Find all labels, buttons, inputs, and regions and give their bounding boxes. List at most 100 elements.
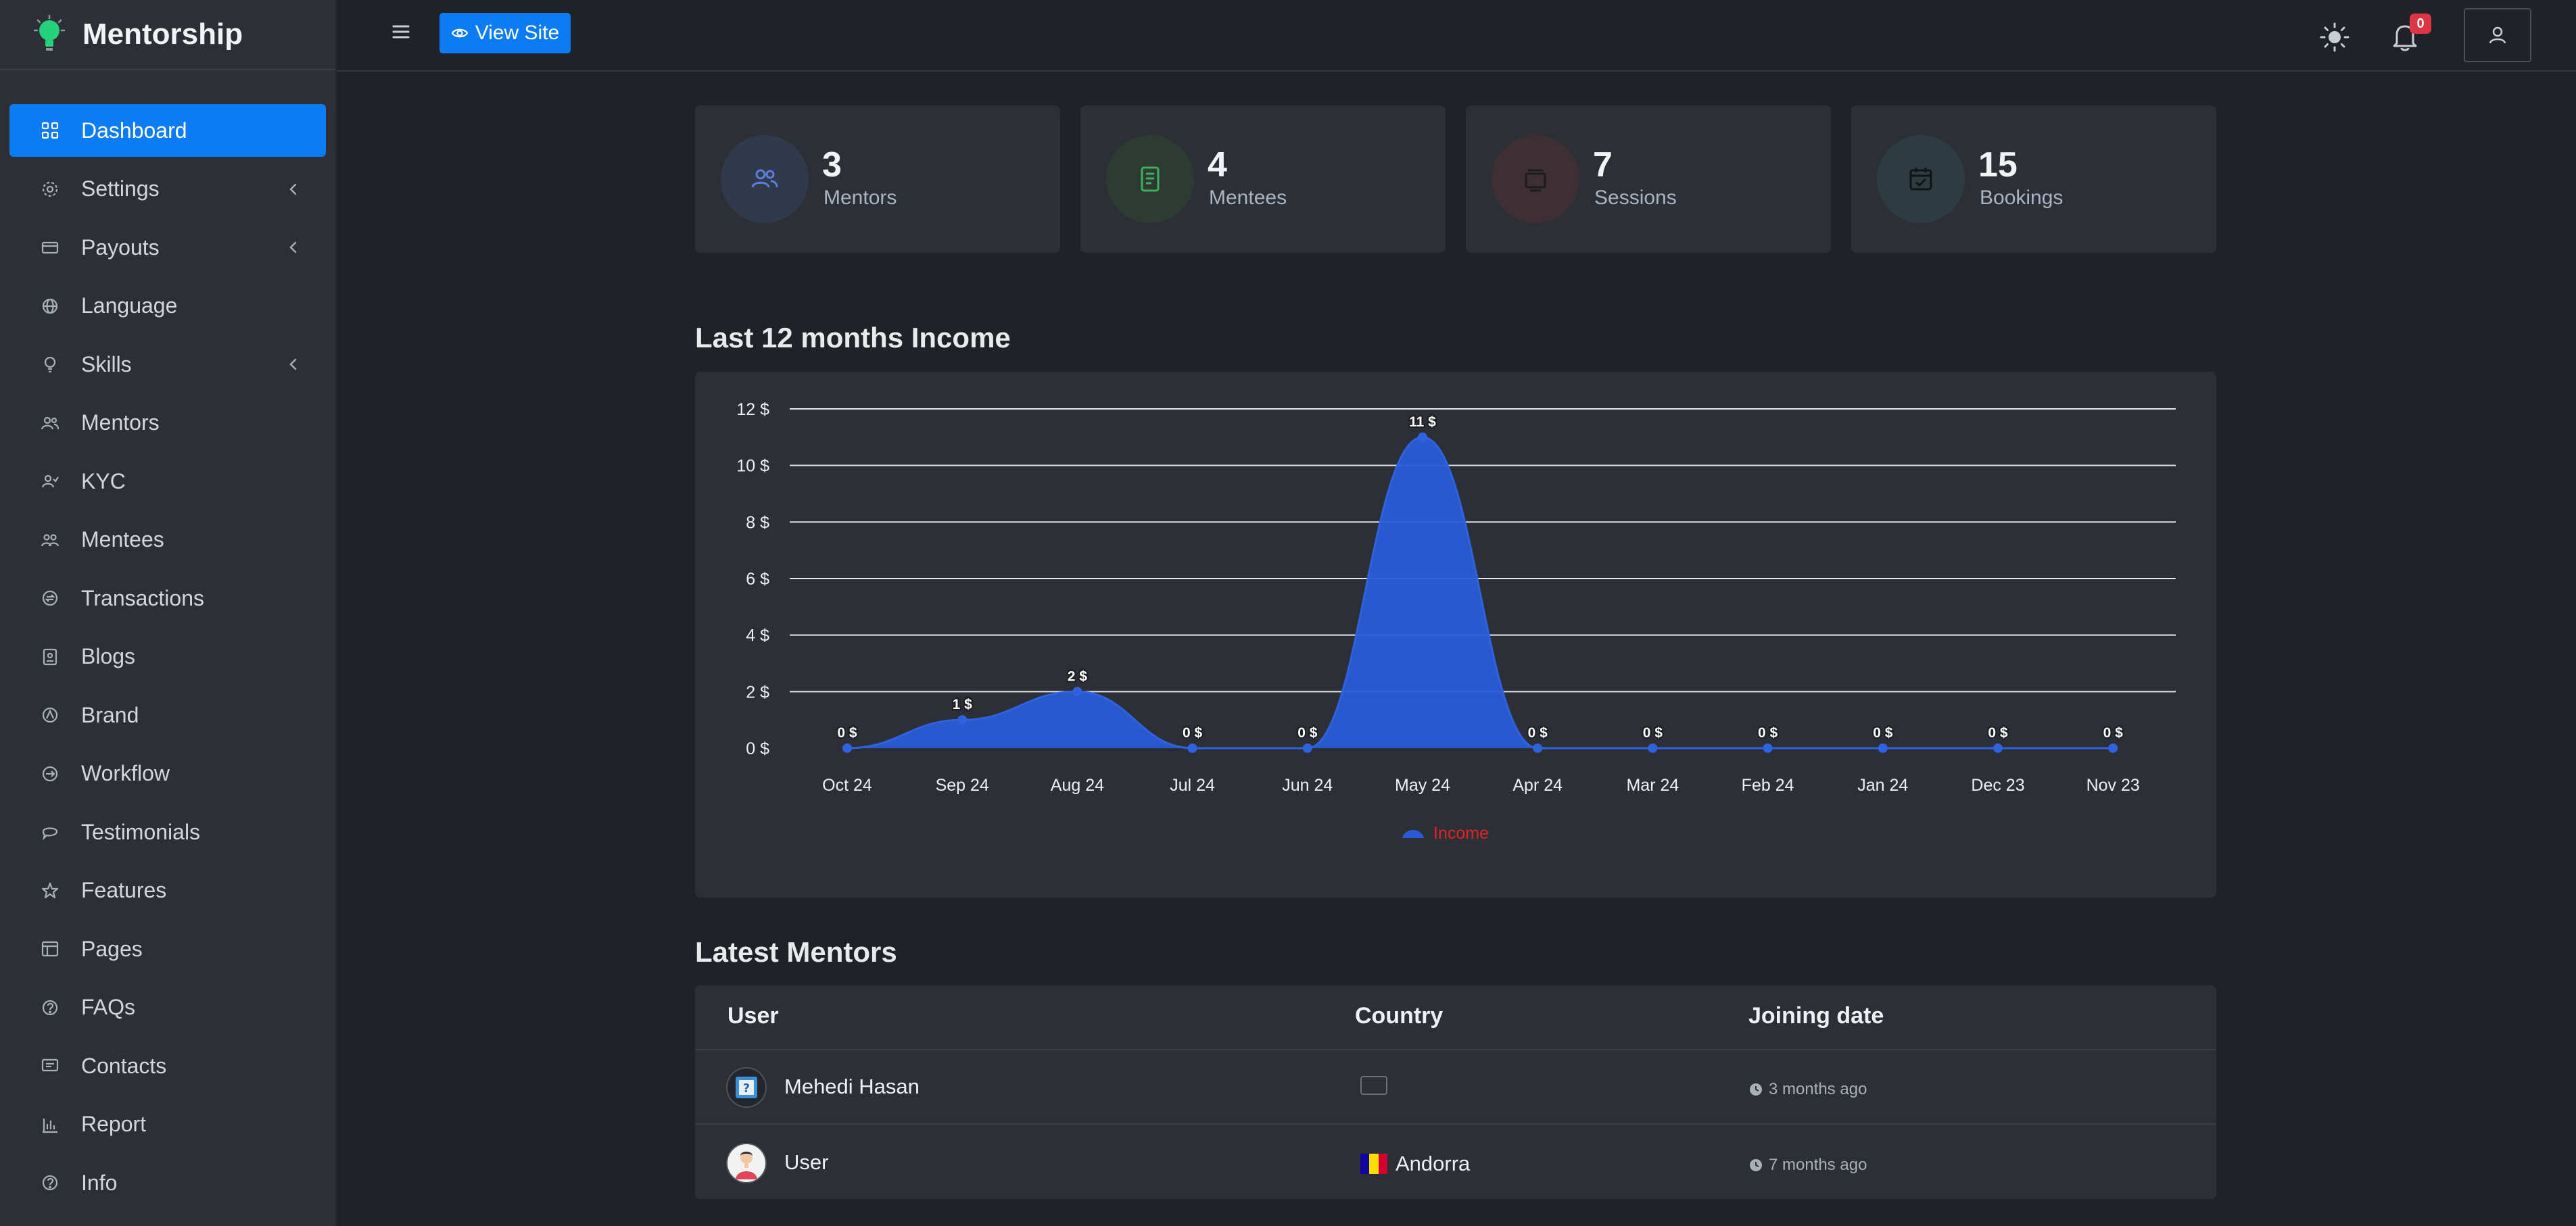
- country-name: Andorra: [1396, 1152, 1471, 1175]
- data-label: 0 $: [2103, 725, 2124, 741]
- stat-icon-circle: [1877, 135, 1965, 223]
- data-point: [1302, 743, 1312, 753]
- sidebar-item-contacts[interactable]: Contacts: [9, 1039, 326, 1092]
- stat-label: Bookings: [1980, 187, 2064, 209]
- sidebar-item-report[interactable]: Report: [9, 1098, 326, 1151]
- users-icon: [751, 169, 778, 188]
- sidebar-item-label: Info: [81, 1170, 118, 1195]
- data-point: [1878, 743, 1888, 753]
- sidebar-item-transactions[interactable]: Transactions: [9, 572, 326, 624]
- stat-card-mentors[interactable]: 3 Mentors: [695, 105, 1060, 253]
- avatar[interactable]: [726, 1143, 767, 1183]
- clock-icon: [1750, 1083, 1762, 1096]
- sidebar-item-skills[interactable]: Skills: [9, 338, 326, 391]
- sidebar-item-dashboard[interactable]: Dashboard: [9, 104, 326, 157]
- joining-date: 7 months ago: [1769, 1156, 1867, 1174]
- sidebar-item-settings[interactable]: Settings: [9, 163, 326, 216]
- data-point: [1187, 743, 1197, 753]
- country-cell: Andorra: [1360, 1152, 1470, 1176]
- stat-card-bookings[interactable]: 15 Bookings: [1851, 105, 2216, 253]
- data-point: [957, 715, 968, 725]
- joining-date: 3 months ago: [1769, 1080, 1867, 1098]
- menu-toggle-icon[interactable]: [389, 20, 412, 43]
- table-row[interactable]: ? Mehedi Hasan 3 months ago: [695, 1050, 2216, 1125]
- data-label: 2 $: [1068, 668, 1088, 684]
- stat-label: Sessions: [1594, 187, 1677, 209]
- table-row[interactable]: User Andorra 7 months ago: [695, 1126, 2216, 1199]
- chat-icon: [39, 821, 61, 843]
- sidebar-item-payouts[interactable]: Payouts: [9, 221, 326, 274]
- group-icon: [39, 529, 61, 551]
- x-tick-label: Jul 24: [1170, 776, 1215, 795]
- user-menu-button[interactable]: [2464, 8, 2531, 62]
- y-tick-label: 10 $: [736, 457, 769, 476]
- stat-card-sessions[interactable]: 7 Sessions: [1466, 105, 1831, 253]
- view-site-button[interactable]: View Site: [439, 13, 571, 53]
- stat-icon-circle: [1492, 135, 1579, 223]
- data-point: [1533, 743, 1543, 753]
- users-icon: [39, 412, 61, 434]
- stat-card-mentees[interactable]: 4 Mentees: [1080, 105, 1446, 253]
- chevron-left-icon[interactable]: [285, 239, 302, 255]
- message-icon: [39, 1055, 61, 1077]
- sidebar: Mentorship Dashboard Settings Payouts Langu…: [0, 0, 337, 1226]
- gear-icon: [39, 178, 61, 200]
- data-point: [2108, 743, 2118, 753]
- mentor-name[interactable]: Mehedi Hasan: [784, 1075, 920, 1098]
- sidebar-nav: Dashboard Settings Payouts Language Skills Me…: [0, 70, 335, 1209]
- grid-icon: [39, 120, 61, 141]
- sidebar-item-features[interactable]: Features: [9, 864, 326, 917]
- mentor-name[interactable]: User: [784, 1150, 829, 1174]
- data-label: 0 $: [1528, 725, 1548, 741]
- chevron-left-icon[interactable]: [285, 356, 302, 372]
- bell-icon[interactable]: [2389, 20, 2420, 53]
- sidebar-item-label: FAQs: [81, 995, 136, 1019]
- exchange-icon: [39, 587, 61, 609]
- x-tick-label: Apr 24: [1512, 776, 1563, 795]
- latest-mentors-title: Latest Mentors: [695, 936, 897, 968]
- layers-icon: [1525, 169, 1546, 192]
- sidebar-item-mentors[interactable]: Mentors: [9, 397, 326, 449]
- sidebar-item-label: Testimonials: [81, 819, 201, 844]
- y-tick-label: 4 $: [746, 627, 769, 645]
- sidebar-item-pages[interactable]: Pages: [9, 923, 326, 975]
- sidebar-item-label: Brand: [81, 702, 139, 727]
- x-tick-label: Nov 23: [2086, 776, 2140, 795]
- country-cell: [1360, 1076, 1396, 1095]
- chevron-left-icon[interactable]: [285, 181, 302, 197]
- sidebar-item-label: Pages: [81, 936, 143, 961]
- x-tick-label: Feb 24: [1742, 776, 1794, 795]
- x-tick-label: Oct 24: [822, 776, 872, 795]
- svg-text:?: ?: [743, 1081, 750, 1096]
- stat-value: 15: [1978, 145, 2018, 185]
- sidebar-item-mentees[interactable]: Mentees: [9, 514, 326, 566]
- lightbulb-icon: [39, 353, 61, 375]
- sidebar-item-label: Language: [81, 293, 178, 318]
- flag-placeholder-icon: [1360, 1076, 1387, 1095]
- arrow-circle-icon: [39, 763, 61, 785]
- joining-date-cell: 3 months ago: [1748, 1080, 1867, 1099]
- y-tick-label: 8 $: [746, 513, 769, 532]
- brand[interactable]: Mentorship: [0, 0, 335, 70]
- person-avatar-icon: [736, 1152, 757, 1179]
- sidebar-item-language[interactable]: Language: [9, 280, 326, 333]
- sidebar-item-label: Payouts: [81, 235, 160, 260]
- sidebar-item-faqs[interactable]: FAQs: [9, 981, 326, 1034]
- sidebar-item-brand[interactable]: Brand: [9, 689, 326, 741]
- sidebar-item-workflow[interactable]: Workflow: [9, 747, 326, 800]
- sidebar-item-kyc[interactable]: KYC: [9, 455, 326, 508]
- sidebar-item-blogs[interactable]: Blogs: [9, 631, 326, 683]
- avatar[interactable]: ?: [726, 1067, 767, 1108]
- data-point: [1072, 687, 1082, 697]
- column-header-joining-date: Joining date: [1748, 1003, 1884, 1029]
- sun-icon[interactable]: [2319, 22, 2350, 53]
- data-point: [1993, 743, 2003, 753]
- data-label: 0 $: [1758, 725, 1778, 741]
- sidebar-item-testimonials[interactable]: Testimonials: [9, 806, 326, 858]
- eye-icon: [451, 28, 469, 38]
- topbar: View Site 0: [337, 0, 2576, 72]
- joining-date-cell: 7 months ago: [1748, 1156, 1867, 1175]
- sidebar-item-info[interactable]: Info: [9, 1156, 326, 1209]
- sidebar-item-label: Features: [81, 878, 167, 902]
- table-icon: [39, 938, 61, 960]
